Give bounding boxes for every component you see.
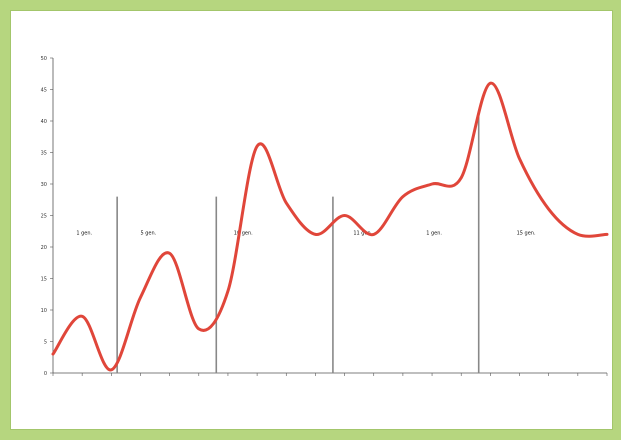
y-tick-label: 30 xyxy=(41,182,47,188)
line-chart: 0 5 10 15 20 25 30 35 40 45 50 1 gen. 5 gen. 10 gen. 1… xyxy=(41,56,609,377)
segment-label: 1 gen. xyxy=(426,230,442,236)
y-tick-label: 10 xyxy=(41,308,47,314)
segment-label: 11 gen. xyxy=(353,230,372,236)
y-tick-label: 35 xyxy=(41,151,47,157)
series-line xyxy=(51,81,609,372)
y-tick-label: 40 xyxy=(41,119,47,125)
y-tick-label: 45 xyxy=(41,88,47,94)
y-tick-label: 5 xyxy=(44,340,47,346)
y-tick-label: 25 xyxy=(41,214,47,220)
y-tick-label: 20 xyxy=(41,245,47,251)
y-tick-label: 50 xyxy=(41,56,47,62)
y-tick-label: 0 xyxy=(44,371,47,377)
segment-label: 5 gen. xyxy=(140,230,156,236)
segment-label: 10 gen. xyxy=(234,230,253,236)
segment-label: 1 gen. xyxy=(76,230,92,236)
chart-panel: 0 5 10 15 20 25 30 35 40 45 50 1 gen. 5 gen. 10 gen. 1… xyxy=(10,10,613,430)
y-tick-label: 15 xyxy=(41,277,47,283)
segment-label: 15 gen. xyxy=(517,230,536,236)
